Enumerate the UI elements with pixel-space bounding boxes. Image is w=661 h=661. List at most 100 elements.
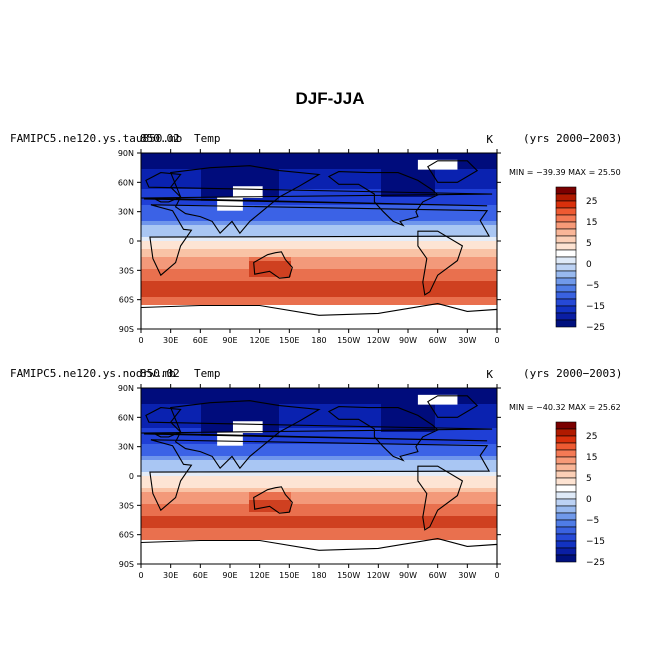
field-cell bbox=[201, 512, 207, 516]
field-cell bbox=[339, 528, 345, 532]
field-cell bbox=[297, 428, 303, 432]
temperature-field bbox=[141, 153, 497, 329]
field-cell bbox=[309, 297, 315, 301]
field-cell bbox=[243, 261, 249, 265]
field-cell bbox=[309, 257, 315, 261]
field-cell bbox=[213, 412, 219, 416]
field-cell bbox=[153, 161, 159, 165]
field-cell bbox=[231, 404, 237, 408]
field-cell bbox=[183, 257, 189, 261]
field-cell bbox=[207, 193, 213, 197]
field-cell bbox=[267, 512, 273, 516]
field-cell bbox=[339, 416, 345, 420]
field-cell bbox=[465, 281, 471, 285]
field-cell bbox=[423, 273, 429, 277]
field-cell bbox=[471, 245, 477, 249]
field-cell bbox=[495, 416, 497, 420]
field-cell bbox=[495, 285, 497, 289]
field-cell bbox=[459, 189, 465, 193]
field-cell bbox=[195, 480, 201, 484]
field-cell bbox=[273, 185, 279, 189]
field-cell bbox=[159, 452, 165, 456]
field-cell bbox=[465, 452, 471, 456]
field-cell bbox=[201, 313, 207, 317]
field-cell bbox=[261, 197, 267, 201]
field-cell bbox=[369, 440, 375, 444]
field-cell bbox=[219, 488, 225, 492]
field-cell bbox=[429, 460, 435, 464]
field-cell bbox=[153, 253, 159, 257]
field-cell bbox=[255, 217, 261, 221]
field-cell bbox=[309, 428, 315, 432]
field-cell bbox=[177, 273, 183, 277]
field-cell bbox=[165, 536, 171, 540]
field-cell bbox=[387, 528, 393, 532]
field-cell bbox=[495, 157, 497, 161]
field-cell bbox=[459, 325, 465, 329]
field-cell bbox=[489, 400, 495, 404]
field-cell bbox=[471, 520, 477, 524]
field-cell bbox=[441, 392, 447, 396]
field-cell bbox=[279, 297, 285, 301]
field-cell bbox=[339, 420, 345, 424]
field-cell bbox=[195, 193, 201, 197]
field-cell bbox=[219, 468, 225, 472]
field-cell bbox=[375, 504, 381, 508]
field-cell bbox=[231, 245, 237, 249]
field-cell bbox=[357, 516, 363, 520]
field-cell bbox=[207, 404, 213, 408]
field-cell bbox=[495, 193, 497, 197]
field-cell bbox=[399, 400, 405, 404]
field-cell bbox=[291, 532, 297, 536]
field-cell bbox=[153, 269, 159, 273]
field-cell bbox=[165, 460, 171, 464]
field-cell bbox=[231, 173, 237, 177]
field-cell bbox=[201, 305, 207, 309]
field-cell bbox=[369, 217, 375, 221]
field-cell bbox=[177, 277, 183, 281]
field-cell bbox=[495, 225, 497, 229]
field-cell bbox=[279, 265, 285, 269]
field-cell bbox=[153, 205, 159, 209]
field-cell bbox=[267, 452, 273, 456]
field-cell bbox=[381, 412, 387, 416]
field-cell bbox=[279, 416, 285, 420]
field-cell bbox=[249, 225, 255, 229]
field-cell bbox=[465, 504, 471, 508]
field-cell bbox=[159, 297, 165, 301]
field-cell bbox=[285, 448, 291, 452]
field-cell bbox=[423, 488, 429, 492]
field-cell bbox=[477, 476, 483, 480]
field-cell bbox=[273, 428, 279, 432]
field-cell bbox=[417, 205, 423, 209]
field-cell bbox=[345, 161, 351, 165]
field-cell bbox=[243, 416, 249, 420]
field-cell bbox=[195, 488, 201, 492]
field-cell bbox=[261, 261, 267, 265]
field-cell bbox=[309, 281, 315, 285]
field-cell bbox=[195, 404, 201, 408]
field-cell bbox=[207, 305, 213, 309]
field-cell bbox=[207, 456, 213, 460]
field-cell bbox=[195, 161, 201, 165]
field-cell bbox=[153, 293, 159, 297]
field-cell bbox=[423, 500, 429, 504]
field-cell bbox=[165, 480, 171, 484]
field-cell bbox=[369, 305, 375, 309]
field-cell bbox=[141, 261, 147, 265]
field-cell bbox=[321, 484, 327, 488]
field-cell bbox=[231, 464, 237, 468]
x-tick-label: 120W bbox=[367, 336, 390, 345]
field-cell bbox=[273, 249, 279, 253]
field-cell bbox=[411, 257, 417, 261]
field-cell bbox=[411, 157, 417, 161]
field-cell bbox=[429, 472, 435, 476]
field-cell bbox=[195, 424, 201, 428]
field-cell bbox=[435, 520, 441, 524]
field-cell bbox=[285, 237, 291, 241]
field-cell bbox=[333, 428, 339, 432]
field-cell bbox=[339, 305, 345, 309]
field-cell bbox=[399, 309, 405, 313]
field-cell bbox=[165, 249, 171, 253]
field-cell bbox=[315, 293, 321, 297]
